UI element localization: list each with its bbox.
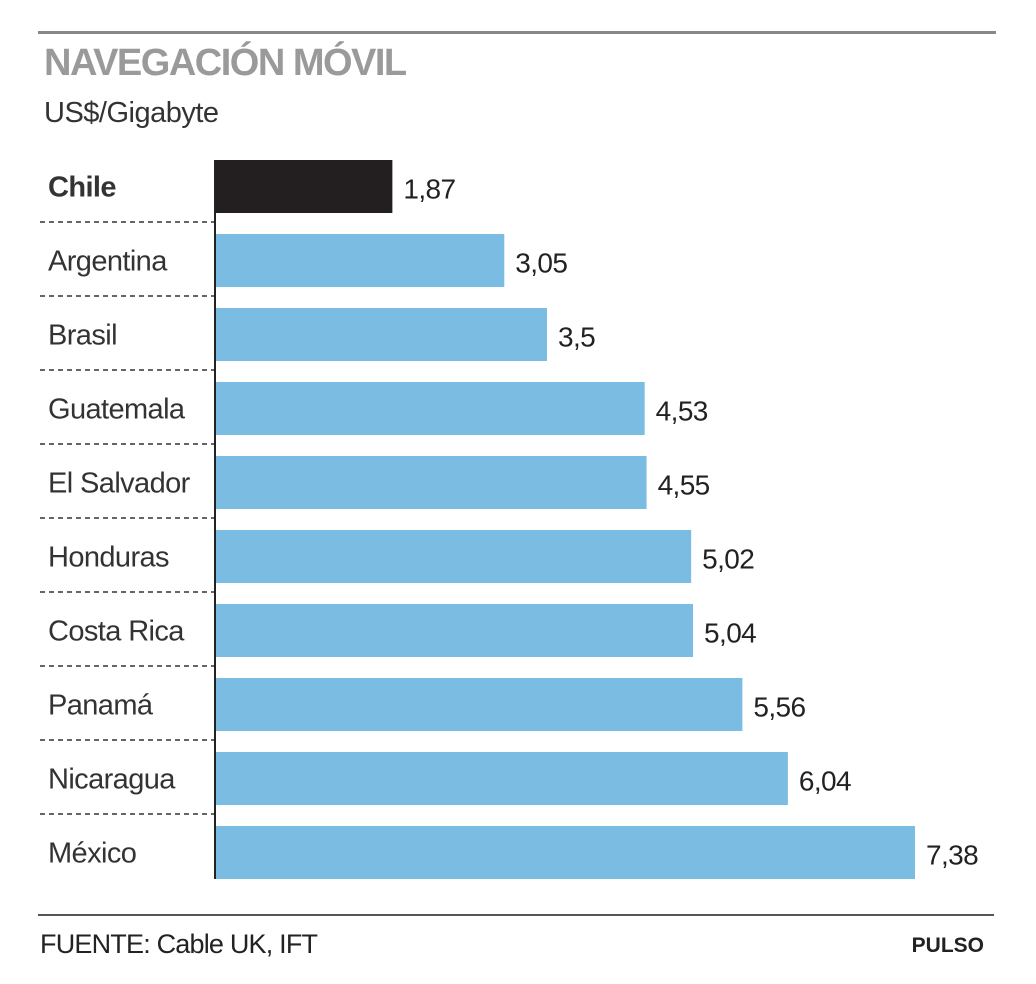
value-label: 7,38 (926, 840, 978, 871)
brand-logo: PULSO (911, 934, 984, 957)
bar (215, 456, 647, 509)
chart-title: NAVEGACIÓN MÓVIL (44, 42, 407, 84)
category-label: Nicaragua (48, 764, 176, 796)
category-label: Argentina (48, 246, 168, 278)
category-label: Brasil (48, 320, 117, 352)
category-label: México (48, 838, 136, 870)
value-label: 4,55 (658, 470, 710, 501)
top-rule (38, 31, 996, 34)
value-label: 5,04 (704, 618, 756, 649)
category-label: El Salvador (48, 468, 191, 500)
bar (215, 826, 915, 879)
category-label: Panamá (48, 690, 154, 722)
value-label: 6,04 (799, 766, 851, 797)
source-note: FUENTE: Cable UK, IFT (40, 929, 318, 959)
value-label: 5,56 (753, 692, 805, 723)
value-label: 1,87 (403, 174, 455, 205)
chart-subtitle: US$/Gigabyte (44, 97, 219, 129)
bar (215, 234, 505, 287)
category-label: Guatemala (48, 394, 186, 426)
bar (215, 604, 694, 657)
category-label: Chile (48, 172, 116, 204)
category-label: Honduras (48, 542, 169, 574)
bar (215, 382, 645, 435)
value-label: 5,02 (702, 544, 754, 575)
bar (215, 530, 692, 583)
bar (215, 160, 393, 213)
bar (215, 678, 743, 731)
value-label: 3,05 (515, 248, 567, 279)
bar (215, 752, 788, 805)
value-label: 3,5 (558, 322, 595, 353)
value-label: 4,53 (656, 396, 708, 427)
bar (215, 308, 547, 361)
bottom-rule (38, 914, 994, 916)
category-label: Costa Rica (48, 616, 185, 648)
